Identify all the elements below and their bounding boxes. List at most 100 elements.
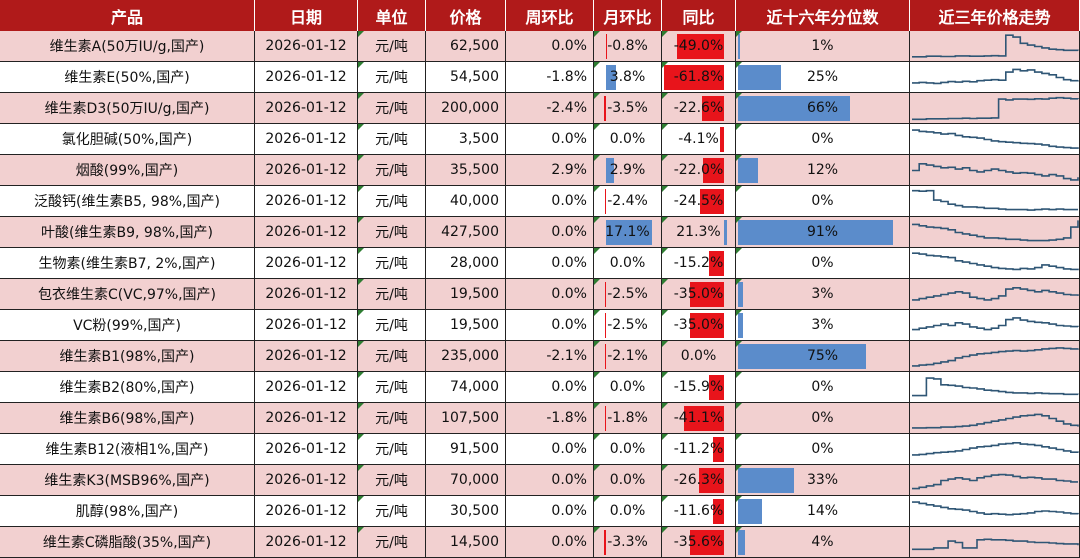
- trend-sparkline: [912, 68, 1079, 85]
- yoy-bar: [724, 220, 728, 245]
- percentile-bar: [738, 158, 759, 183]
- cell-pct: 3%: [736, 310, 910, 341]
- cell-text: 35,500: [450, 162, 499, 178]
- cell-product: 维生素B2(80%,国产): [0, 372, 255, 403]
- cell-unit: 元/吨: [358, 155, 426, 186]
- trend-sparkline: [912, 189, 1078, 211]
- comment-marker-icon: [358, 93, 364, 99]
- table-row: 氯化胆碱(50%,国产) 2026-01-12 元/吨 3,500 0.0% 0.0% -4…: [0, 124, 1080, 155]
- table-row: 维生素E(50%,国产) 2026-01-12 元/吨 54,500 -1.8% 3.8%…: [0, 62, 1080, 93]
- cell-pct: 0%: [736, 403, 910, 434]
- cell-pct: 0%: [736, 434, 910, 465]
- percentile-bar: [738, 34, 740, 59]
- cell-text: 元/吨: [375, 318, 408, 334]
- cell-price: 107,500: [426, 403, 506, 434]
- cell-text: 91,500: [450, 441, 499, 457]
- comment-marker-icon: [662, 217, 668, 223]
- cell-mom: 0.0%: [594, 496, 662, 527]
- cell-pct: 66%: [736, 93, 910, 124]
- comment-marker-icon: [736, 155, 742, 161]
- cell-date: 2026-01-12: [255, 372, 358, 403]
- mom-bar: [605, 406, 606, 431]
- cell-text: -2.1%: [546, 348, 587, 364]
- cell-product: 肌醇(98%,国产): [0, 496, 255, 527]
- cell-mom: 17.1%: [594, 217, 662, 248]
- yoy-bar: [689, 530, 724, 555]
- cell-pct: 14%: [736, 496, 910, 527]
- cell-unit: 元/吨: [358, 186, 426, 217]
- cell-trend: [910, 124, 1080, 155]
- cell-text: 泛酸钙(维生素B5, 98%,国产): [34, 194, 220, 210]
- cell-text: 0.0%: [551, 503, 587, 519]
- mom-bar: [606, 65, 617, 90]
- table-row: 生物素(维生素B7, 2%,国产) 2026-01-12 元/吨 28,000 0.0%…: [0, 248, 1080, 279]
- comment-marker-icon: [594, 403, 600, 409]
- yoy-bar: [684, 406, 724, 431]
- cell-yoy: -4.1%: [662, 124, 736, 155]
- cell-text: -2.5%: [607, 317, 648, 333]
- cell-text: 2026-01-12: [265, 69, 347, 85]
- cell-date: 2026-01-12: [255, 124, 358, 155]
- trend-sparkline: [912, 442, 1079, 456]
- cell-text: 21.3%: [676, 224, 721, 240]
- percentile-bar: [738, 65, 781, 90]
- cell-pct: 12%: [736, 155, 910, 186]
- cell-text: 0%: [811, 131, 834, 147]
- cell-yoy: -24.5%: [662, 186, 736, 217]
- cell-mom: -2.1%: [594, 341, 662, 372]
- percentile-bar: [738, 499, 762, 524]
- table-row: 包衣维生素C(VC,97%,国产) 2026-01-12 元/吨 19,500 0.0%…: [0, 279, 1080, 310]
- cell-trend: [910, 372, 1080, 403]
- cell-text: 元/吨: [375, 39, 408, 55]
- cell-yoy: -41.1%: [662, 403, 736, 434]
- cell-price: 14,500: [426, 527, 506, 558]
- cell-product: 氯化胆碱(50%,国产): [0, 124, 255, 155]
- cell-trend: [910, 31, 1080, 62]
- cell-unit: 元/吨: [358, 217, 426, 248]
- trend-sparkline: [912, 96, 1079, 121]
- comment-marker-icon: [594, 124, 600, 130]
- cell-text: -1.8%: [607, 410, 648, 426]
- cell-pct: 1%: [736, 31, 910, 62]
- cell-yoy: 21.3%: [662, 217, 736, 248]
- cell-text: -22.0%: [673, 162, 724, 178]
- cell-product: 烟酸(99%,国产): [0, 155, 255, 186]
- cell-text: 维生素B12(液相1%,国产): [45, 442, 209, 458]
- cell-yoy: -15.2%: [662, 248, 736, 279]
- comment-marker-icon: [662, 434, 668, 440]
- cell-wow: 0.0%: [506, 527, 594, 558]
- cell-mom: -1.8%: [594, 403, 662, 434]
- cell-text: 3.8%: [609, 69, 646, 85]
- comment-marker-icon: [662, 527, 668, 533]
- comment-marker-icon: [662, 248, 668, 254]
- cell-text: 14%: [806, 503, 839, 519]
- cell-yoy: -61.8%: [662, 62, 736, 93]
- yoy-bar: [676, 34, 724, 59]
- cell-mom: -0.8%: [594, 31, 662, 62]
- cell-wow: 0.0%: [506, 217, 594, 248]
- cell-text: 维生素D3(50万IU/g,国产): [44, 101, 210, 117]
- cell-price: 74,000: [426, 372, 506, 403]
- cell-text: -1.8%: [546, 410, 587, 426]
- cell-wow: 0.0%: [506, 465, 594, 496]
- comment-marker-icon: [736, 186, 742, 192]
- comment-marker-icon: [358, 496, 364, 502]
- cell-text: 19,500: [450, 317, 499, 333]
- trend-sparkline: [912, 347, 1079, 367]
- table-row: 泛酸钙(维生素B5, 98%,国产) 2026-01-12 元/吨 40,000 0.0…: [0, 186, 1080, 217]
- cell-text: 3%: [811, 286, 834, 302]
- comment-marker-icon: [736, 217, 742, 223]
- cell-text: 0%: [811, 441, 834, 457]
- cell-trend: [910, 310, 1080, 341]
- cell-price: 235,000: [426, 341, 506, 372]
- mom-bar: [604, 96, 606, 121]
- comment-marker-icon: [736, 279, 742, 285]
- comment-marker-icon: [358, 155, 364, 161]
- yoy-bar: [713, 437, 724, 462]
- cell-product: 维生素B12(液相1%,国产): [0, 434, 255, 465]
- cell-unit: 元/吨: [358, 279, 426, 310]
- cell-trend: [910, 217, 1080, 248]
- comment-marker-icon: [662, 496, 668, 502]
- cell-wow: 0.0%: [506, 31, 594, 62]
- comment-marker-icon: [358, 62, 364, 68]
